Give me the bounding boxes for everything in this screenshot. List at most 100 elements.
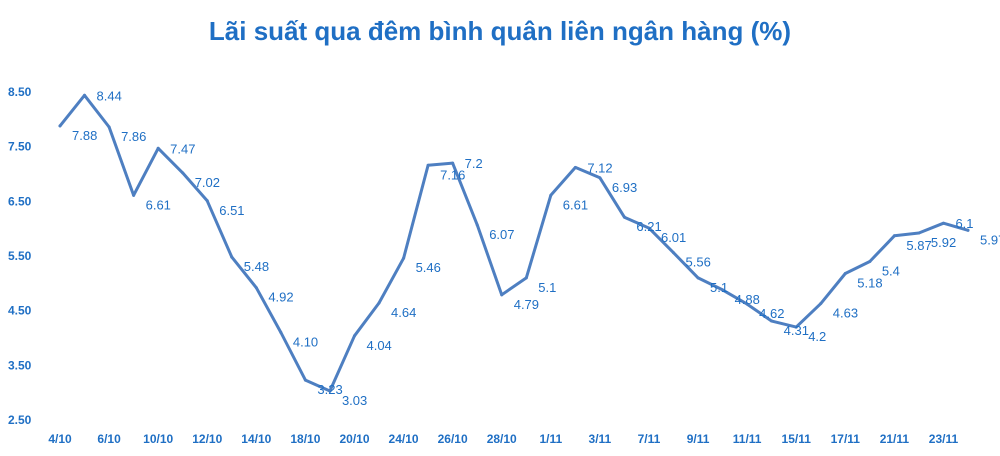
y-tick-label: 7.50 bbox=[8, 140, 32, 154]
data-point bbox=[352, 334, 356, 338]
data-point bbox=[58, 124, 62, 128]
data-point bbox=[868, 259, 872, 263]
data-point bbox=[549, 193, 553, 197]
data-point bbox=[794, 325, 798, 329]
data-label: 6.07 bbox=[489, 227, 514, 242]
y-tick-label: 5.50 bbox=[8, 249, 32, 263]
data-point bbox=[83, 93, 87, 97]
data-label: 5.87 bbox=[906, 238, 931, 253]
data-label: 8.44 bbox=[97, 88, 122, 103]
x-tick-label: 10/10 bbox=[143, 432, 173, 446]
data-point bbox=[647, 226, 651, 230]
data-label: 5.18 bbox=[857, 275, 882, 290]
data-point bbox=[721, 288, 725, 292]
x-tick-label: 7/11 bbox=[638, 432, 661, 446]
x-tick-label: 23/11 bbox=[929, 432, 959, 446]
data-point bbox=[819, 302, 823, 306]
y-tick-label: 8.50 bbox=[8, 85, 32, 99]
data-point bbox=[892, 234, 896, 238]
data-point bbox=[377, 301, 381, 305]
data-label: 4.63 bbox=[833, 306, 858, 321]
data-label: 5.46 bbox=[416, 260, 441, 275]
y-tick-label: 6.50 bbox=[8, 194, 32, 208]
data-point bbox=[524, 276, 528, 280]
data-label: 6.01 bbox=[661, 230, 686, 245]
data-label: 6.61 bbox=[146, 197, 171, 212]
data-label: 7.88 bbox=[72, 128, 97, 143]
x-tick-label: 24/10 bbox=[389, 432, 419, 446]
data-label: 5.56 bbox=[686, 255, 711, 270]
data-label: 4.31 bbox=[784, 323, 809, 338]
data-point bbox=[598, 176, 602, 180]
data-point bbox=[451, 161, 455, 165]
data-point bbox=[426, 163, 430, 167]
y-tick-label: 3.50 bbox=[8, 358, 32, 372]
data-label: 7.47 bbox=[170, 141, 195, 156]
data-label: 5.48 bbox=[244, 259, 269, 274]
data-label: 5.92 bbox=[931, 235, 956, 250]
data-label: 4.04 bbox=[366, 338, 391, 353]
y-tick-label: 2.50 bbox=[8, 413, 32, 427]
y-tick-label: 4.50 bbox=[8, 304, 32, 318]
data-point bbox=[132, 193, 136, 197]
data-label: 5.1 bbox=[538, 280, 556, 295]
data-label: 5.97 bbox=[980, 232, 1000, 247]
x-tick-label: 15/11 bbox=[782, 432, 812, 446]
data-point bbox=[672, 251, 676, 255]
data-label: 4.64 bbox=[391, 305, 416, 320]
x-tick-label: 3/11 bbox=[589, 432, 612, 446]
data-label: 6.51 bbox=[219, 203, 244, 218]
y-axis: 2.50 3.50 4.50 5.50 6.50 7.50 8.50 bbox=[8, 85, 32, 427]
data-point bbox=[770, 319, 774, 323]
data-label: 7.12 bbox=[587, 160, 612, 175]
data-point bbox=[402, 256, 406, 260]
x-tick-label: 20/10 bbox=[339, 432, 369, 446]
series-line-group bbox=[58, 93, 970, 393]
x-tick-label: 6/10 bbox=[97, 432, 121, 446]
data-point bbox=[475, 223, 479, 227]
data-label: 4.88 bbox=[735, 292, 760, 307]
data-point bbox=[622, 215, 626, 219]
data-label: 4.92 bbox=[268, 290, 293, 305]
x-tick-label: 17/11 bbox=[831, 432, 861, 446]
data-label: 4.62 bbox=[759, 306, 784, 321]
data-point bbox=[254, 286, 258, 290]
data-label: 4.79 bbox=[514, 297, 539, 312]
data-label: 6.21 bbox=[636, 219, 661, 234]
x-tick-label: 26/10 bbox=[438, 432, 468, 446]
x-tick-label: 1/11 bbox=[539, 432, 562, 446]
data-label: 6.1 bbox=[955, 216, 973, 231]
data-point bbox=[966, 228, 970, 232]
data-point bbox=[745, 302, 749, 306]
data-label: 5.1 bbox=[710, 280, 728, 295]
data-label: 4.2 bbox=[808, 329, 826, 344]
data-labels: 7.88 8.44 7.86 6.61 7.47 7.02 6.51 5.48 4.92 4.10… bbox=[72, 88, 1000, 408]
x-tick-label: 11/11 bbox=[733, 432, 762, 446]
data-point bbox=[181, 171, 185, 175]
data-point bbox=[941, 221, 945, 225]
data-label: 6.93 bbox=[612, 180, 637, 195]
data-label: 6.61 bbox=[563, 197, 588, 212]
data-label: 4.10 bbox=[293, 335, 318, 350]
chart-title: Lãi suất qua đêm bình quân liên ngân hàn… bbox=[209, 16, 791, 46]
data-label: 3.23 bbox=[317, 382, 342, 397]
data-label: 7.16 bbox=[440, 167, 465, 182]
x-tick-label: 28/10 bbox=[487, 432, 517, 446]
data-point bbox=[156, 146, 160, 150]
x-tick-label: 4/10 bbox=[48, 432, 72, 446]
data-point bbox=[205, 199, 209, 203]
x-tick-label: 9/11 bbox=[687, 432, 710, 446]
data-point bbox=[279, 331, 283, 335]
data-label: 7.86 bbox=[121, 129, 146, 144]
x-tick-label: 12/10 bbox=[192, 432, 222, 446]
data-point bbox=[328, 389, 332, 393]
data-point bbox=[230, 255, 234, 259]
data-label: 7.2 bbox=[465, 156, 483, 171]
data-label: 3.03 bbox=[342, 393, 367, 408]
data-point bbox=[696, 276, 700, 280]
x-tick-label: 18/10 bbox=[290, 432, 320, 446]
data-point bbox=[843, 271, 847, 275]
data-point bbox=[917, 231, 921, 235]
